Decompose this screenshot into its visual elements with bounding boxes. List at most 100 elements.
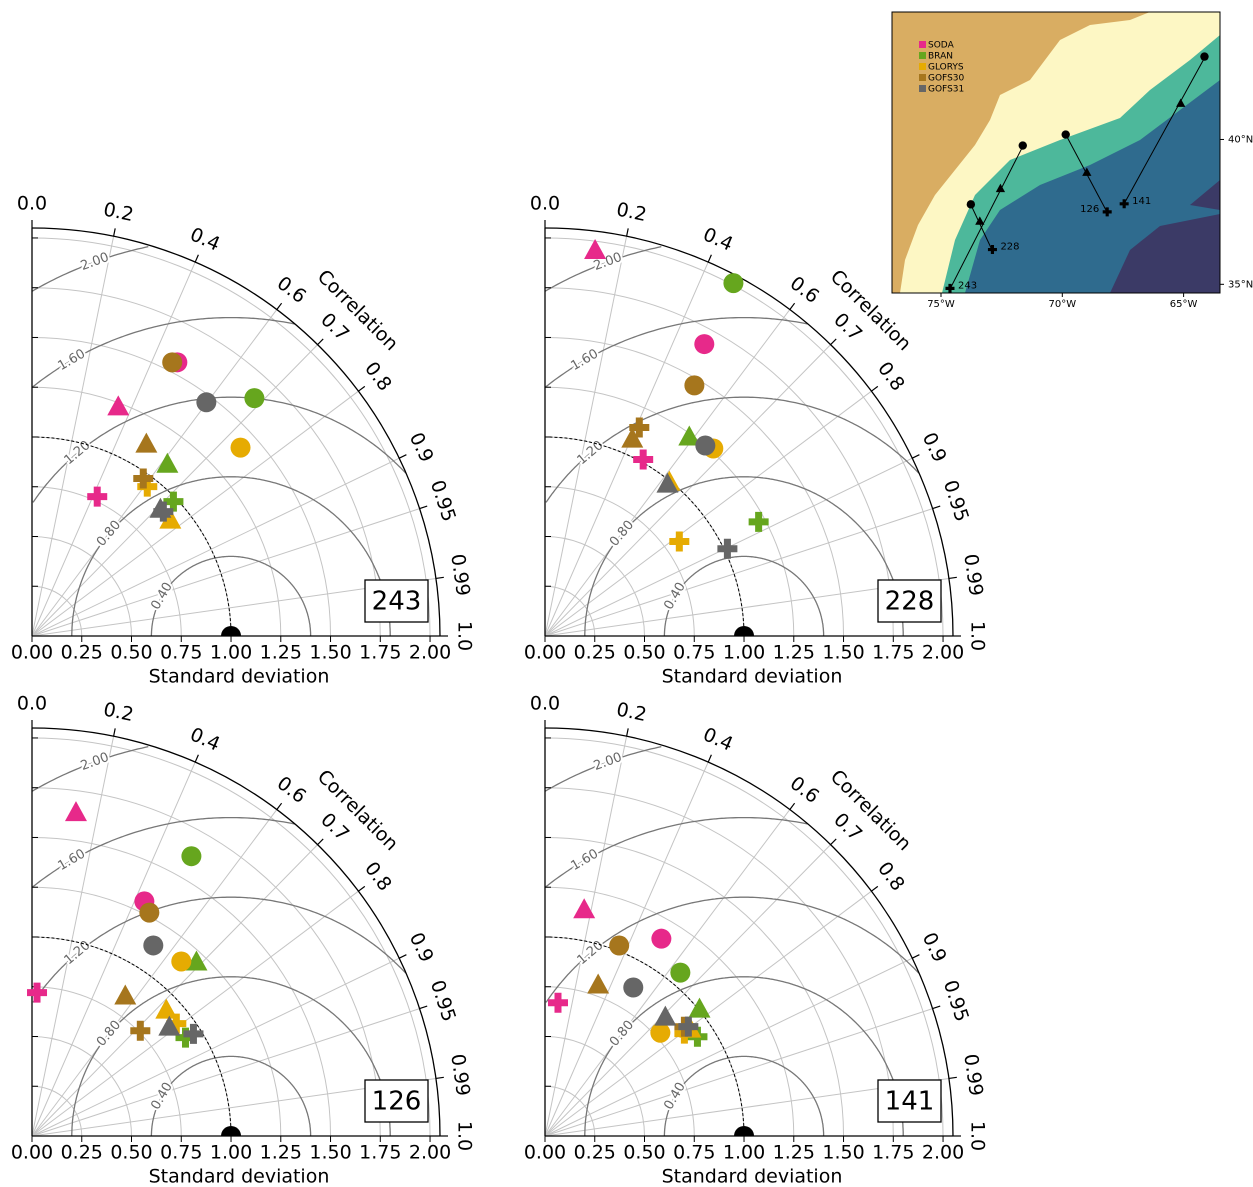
legend-label: GOFS30	[928, 74, 965, 84]
corr-tick-label: 0.2	[614, 698, 648, 726]
corr-tick	[911, 954, 920, 959]
legend-label: GOFS31	[928, 85, 964, 95]
rms-contour	[544, 745, 662, 792]
corr-tick	[419, 1005, 428, 1010]
outer-arc	[544, 727, 954, 1137]
corr-tick	[911, 454, 920, 459]
grid-line	[544, 809, 791, 1137]
reference-arc	[31, 936, 232, 1137]
marker-circle	[623, 977, 644, 998]
x-tick-label: 0.25	[574, 642, 616, 664]
corr-tick	[419, 505, 428, 510]
corr-tick-label: 0.0	[17, 193, 47, 215]
map-y-tick-label: 40°N	[1228, 134, 1253, 145]
x-tick-label: 0.75	[160, 642, 202, 664]
grid-line	[544, 736, 628, 1137]
grid-line	[31, 236, 115, 637]
corr-tick-label: 0.6	[786, 272, 823, 308]
corr-tick	[358, 885, 366, 892]
abyss	[1190, 180, 1220, 210]
panel-label: 228	[885, 587, 935, 617]
grid-arc	[31, 287, 381, 637]
map-x-tick-label: 75°W	[927, 299, 955, 310]
corr-tick-label: 0.2	[101, 698, 135, 726]
corr-axis-label: Correlation	[313, 766, 403, 856]
corr-tick	[932, 1005, 941, 1010]
x-tick-label: 0.00	[11, 1142, 53, 1164]
legend-swatch	[919, 41, 926, 48]
station-label: 243	[958, 280, 977, 291]
corr-tick-label: 0.6	[273, 272, 310, 308]
corr-tick	[871, 385, 879, 392]
reference-point	[221, 626, 242, 636]
grid-line	[31, 736, 115, 1137]
panel-label: 126	[372, 1087, 422, 1117]
rms-contour	[150, 555, 312, 636]
grid-line	[31, 890, 359, 1137]
marker-circle	[650, 1022, 671, 1043]
transects	[949, 56, 1206, 290]
marker-circle	[139, 902, 160, 923]
corr-tick	[194, 254, 199, 263]
marker-triangle	[654, 1005, 677, 1026]
x-tick-label: 0.50	[623, 642, 665, 664]
grid-arc	[544, 986, 695, 1137]
marker-triangle	[158, 1015, 181, 1036]
legend-swatch	[919, 52, 926, 59]
map-frame	[891, 11, 1221, 294]
map-x-tick-label: 65°W	[1170, 299, 1198, 310]
marker-circle	[1061, 130, 1070, 139]
x-tick-label: 0.50	[110, 642, 152, 664]
marker-triangle	[114, 984, 137, 1005]
corr-tick-label: 0.0	[17, 693, 47, 715]
marker-triangle	[64, 801, 87, 822]
legend-swatch	[919, 74, 926, 81]
x-tick-label: 1.75	[872, 642, 914, 664]
corr-tick-label: 0.9	[918, 929, 951, 966]
outer-arc	[544, 227, 954, 637]
corr-tick	[398, 454, 407, 459]
x-tick-label: 1.50	[309, 1142, 351, 1164]
x-tick-label: 0.25	[61, 1142, 103, 1164]
corr-axis-label: Correlation	[826, 766, 916, 856]
grid-arc	[31, 386, 282, 637]
grid-line	[31, 309, 278, 637]
marker-plus	[133, 468, 154, 489]
marker-circle	[651, 928, 672, 949]
grid-arc	[544, 737, 944, 1137]
grid-line	[544, 508, 933, 637]
x-tick-label: 1.25	[260, 1142, 302, 1164]
x-tick-label: 1.75	[359, 642, 401, 664]
grid-arc	[544, 386, 795, 637]
grid-arc	[544, 787, 894, 1137]
reference-point	[221, 1126, 242, 1136]
marker-triangle	[975, 216, 985, 225]
abyss	[1110, 214, 1220, 293]
marker-circle	[196, 392, 217, 413]
reference-arc	[544, 436, 745, 637]
x-tick-label: 1.75	[872, 1142, 914, 1164]
corr-tick-label: 1.0	[454, 621, 476, 651]
marker-triangle	[688, 997, 711, 1018]
marker-triangle	[573, 898, 596, 919]
marker-plus	[678, 1016, 699, 1037]
corr-tick-label: 0.0	[530, 193, 560, 215]
grid-line	[31, 1008, 420, 1137]
corr-tick-label: 1.0	[967, 621, 989, 651]
corr-tick	[789, 802, 796, 810]
transect-line	[1123, 56, 1206, 205]
marker-circle	[244, 388, 265, 409]
marker-plus	[130, 1020, 151, 1041]
rms-label: 1.60	[569, 346, 602, 373]
marker-circle	[171, 951, 192, 972]
corr-tick	[830, 838, 837, 846]
grid-arc	[544, 237, 944, 637]
x-tick-label: 0.25	[61, 642, 103, 664]
corr-tick-label: 0.6	[273, 772, 310, 808]
panel-label: 243	[372, 587, 422, 617]
transect-line	[949, 145, 1024, 290]
rms-label: 1.60	[56, 846, 89, 873]
marker-plus	[547, 992, 568, 1013]
marker-circle	[684, 375, 705, 396]
rms-label: 1.60	[569, 846, 602, 873]
